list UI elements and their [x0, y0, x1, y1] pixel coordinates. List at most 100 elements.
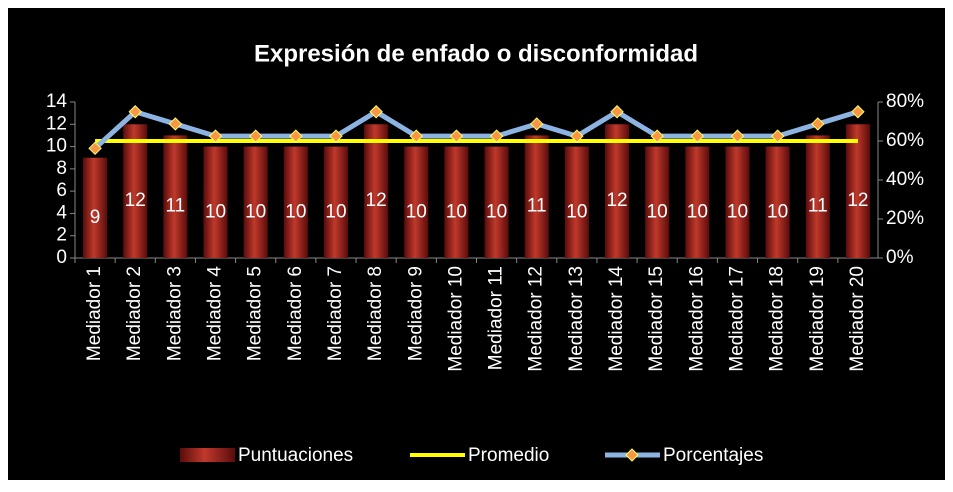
marker: [128, 105, 142, 119]
data-label: 11: [166, 196, 186, 217]
data-label: 10: [486, 201, 507, 222]
marker: [530, 117, 544, 131]
y2-tick-label: 40%: [886, 169, 924, 190]
x-tick-label: Mediador 7: [325, 266, 346, 361]
marker: [409, 129, 423, 143]
x-tick-label: Mediador 12: [526, 266, 547, 372]
bar: [685, 146, 710, 258]
y-tick-label: 0: [56, 247, 67, 268]
bar: [524, 135, 549, 258]
x-tick-label: Mediador 18: [767, 266, 788, 372]
marker: [248, 129, 263, 143]
data-label: 10: [325, 201, 346, 222]
x-tick-label: Mediador 15: [646, 266, 667, 372]
marker: [730, 129, 745, 143]
legend-marker: [625, 448, 639, 462]
marker: [610, 105, 624, 119]
marker: [650, 129, 664, 143]
y2-tick-label: 20%: [886, 208, 924, 229]
marker: [208, 129, 223, 143]
marker: [770, 129, 785, 143]
data-label: 12: [125, 190, 146, 211]
data-label: 10: [446, 201, 467, 222]
y-tick-label: 12: [46, 113, 67, 134]
data-label: 10: [285, 201, 306, 222]
marker: [289, 129, 303, 143]
x-tick-label: Mediador 3: [164, 266, 185, 361]
bar: [163, 135, 188, 258]
x-tick-label: Mediador 16: [686, 266, 707, 372]
data-label: 10: [687, 201, 708, 222]
legend-label: Puntuaciones: [238, 445, 353, 466]
y-tick-label: 10: [46, 136, 67, 157]
legend-label: Promedio: [468, 445, 549, 466]
x-tick-label: Mediador 5: [245, 266, 266, 361]
bar: [564, 146, 589, 258]
data-label: 10: [406, 201, 427, 222]
x-tick-label: Mediador 13: [566, 266, 587, 372]
chart-background: [8, 8, 945, 480]
x-tick-label: Mediador 9: [405, 266, 426, 361]
data-label: 12: [606, 190, 627, 211]
y-tick-label: 2: [56, 225, 67, 246]
y-tick-label: 14: [46, 91, 68, 112]
marker: [570, 129, 584, 143]
y-tick-label: 4: [56, 202, 67, 223]
bar: [484, 146, 509, 258]
data-label: 10: [205, 201, 226, 222]
legend-swatch: [180, 448, 235, 462]
bar: [123, 124, 148, 259]
bar: [243, 146, 268, 258]
x-tick-label: Mediador 17: [726, 266, 747, 372]
x-tick-label: Mediador 11: [486, 266, 507, 370]
bar: [364, 124, 389, 259]
marker: [851, 105, 865, 119]
marker: [168, 117, 183, 131]
marker: [449, 129, 464, 143]
x-tick-label: Mediador 14: [606, 266, 627, 372]
bar: [725, 146, 750, 258]
bar: [323, 146, 349, 258]
data-label: 11: [527, 196, 547, 217]
bar: [805, 135, 830, 258]
bar: [765, 146, 790, 258]
bar: [83, 157, 108, 258]
marker: [329, 129, 343, 143]
x-tick-label: Mediador 20: [847, 266, 868, 372]
bar: [444, 146, 469, 258]
marker: [489, 129, 504, 143]
marker: [369, 105, 383, 119]
chart-title: Expresión de enfado o disconformidad: [254, 40, 698, 67]
data-label: 12: [366, 190, 387, 211]
bar: [283, 146, 308, 258]
bar: [845, 124, 870, 259]
bar: [604, 124, 630, 259]
y2-tick-label: 60%: [886, 130, 924, 151]
x-tick-label: Mediador 8: [365, 266, 386, 361]
marker: [811, 117, 825, 131]
data-label: 10: [245, 201, 266, 222]
x-tick-label: Mediador 19: [807, 266, 828, 372]
y-tick-label: 8: [56, 158, 67, 179]
y2-tick-label: 80%: [886, 91, 924, 112]
data-label: 10: [647, 201, 668, 222]
x-tick-label: Mediador 10: [445, 266, 466, 372]
data-label: 10: [727, 201, 748, 222]
marker: [690, 129, 705, 143]
bar: [203, 146, 228, 258]
x-tick-label: Mediador 1: [84, 266, 105, 361]
data-label: 12: [847, 190, 868, 211]
data-label: 10: [566, 201, 587, 222]
legend-label: Porcentajes: [663, 445, 763, 466]
data-label: 9: [90, 207, 101, 228]
x-tick-label: Mediador 2: [124, 266, 145, 361]
bar: [645, 146, 670, 258]
data-label: 11: [808, 196, 828, 217]
data-label: 10: [767, 201, 788, 222]
x-tick-label: Mediador 6: [285, 266, 306, 361]
y2-tick-label: 0%: [886, 247, 914, 268]
bar: [404, 146, 429, 258]
marker: [88, 141, 102, 156]
y-tick-label: 6: [56, 180, 67, 201]
